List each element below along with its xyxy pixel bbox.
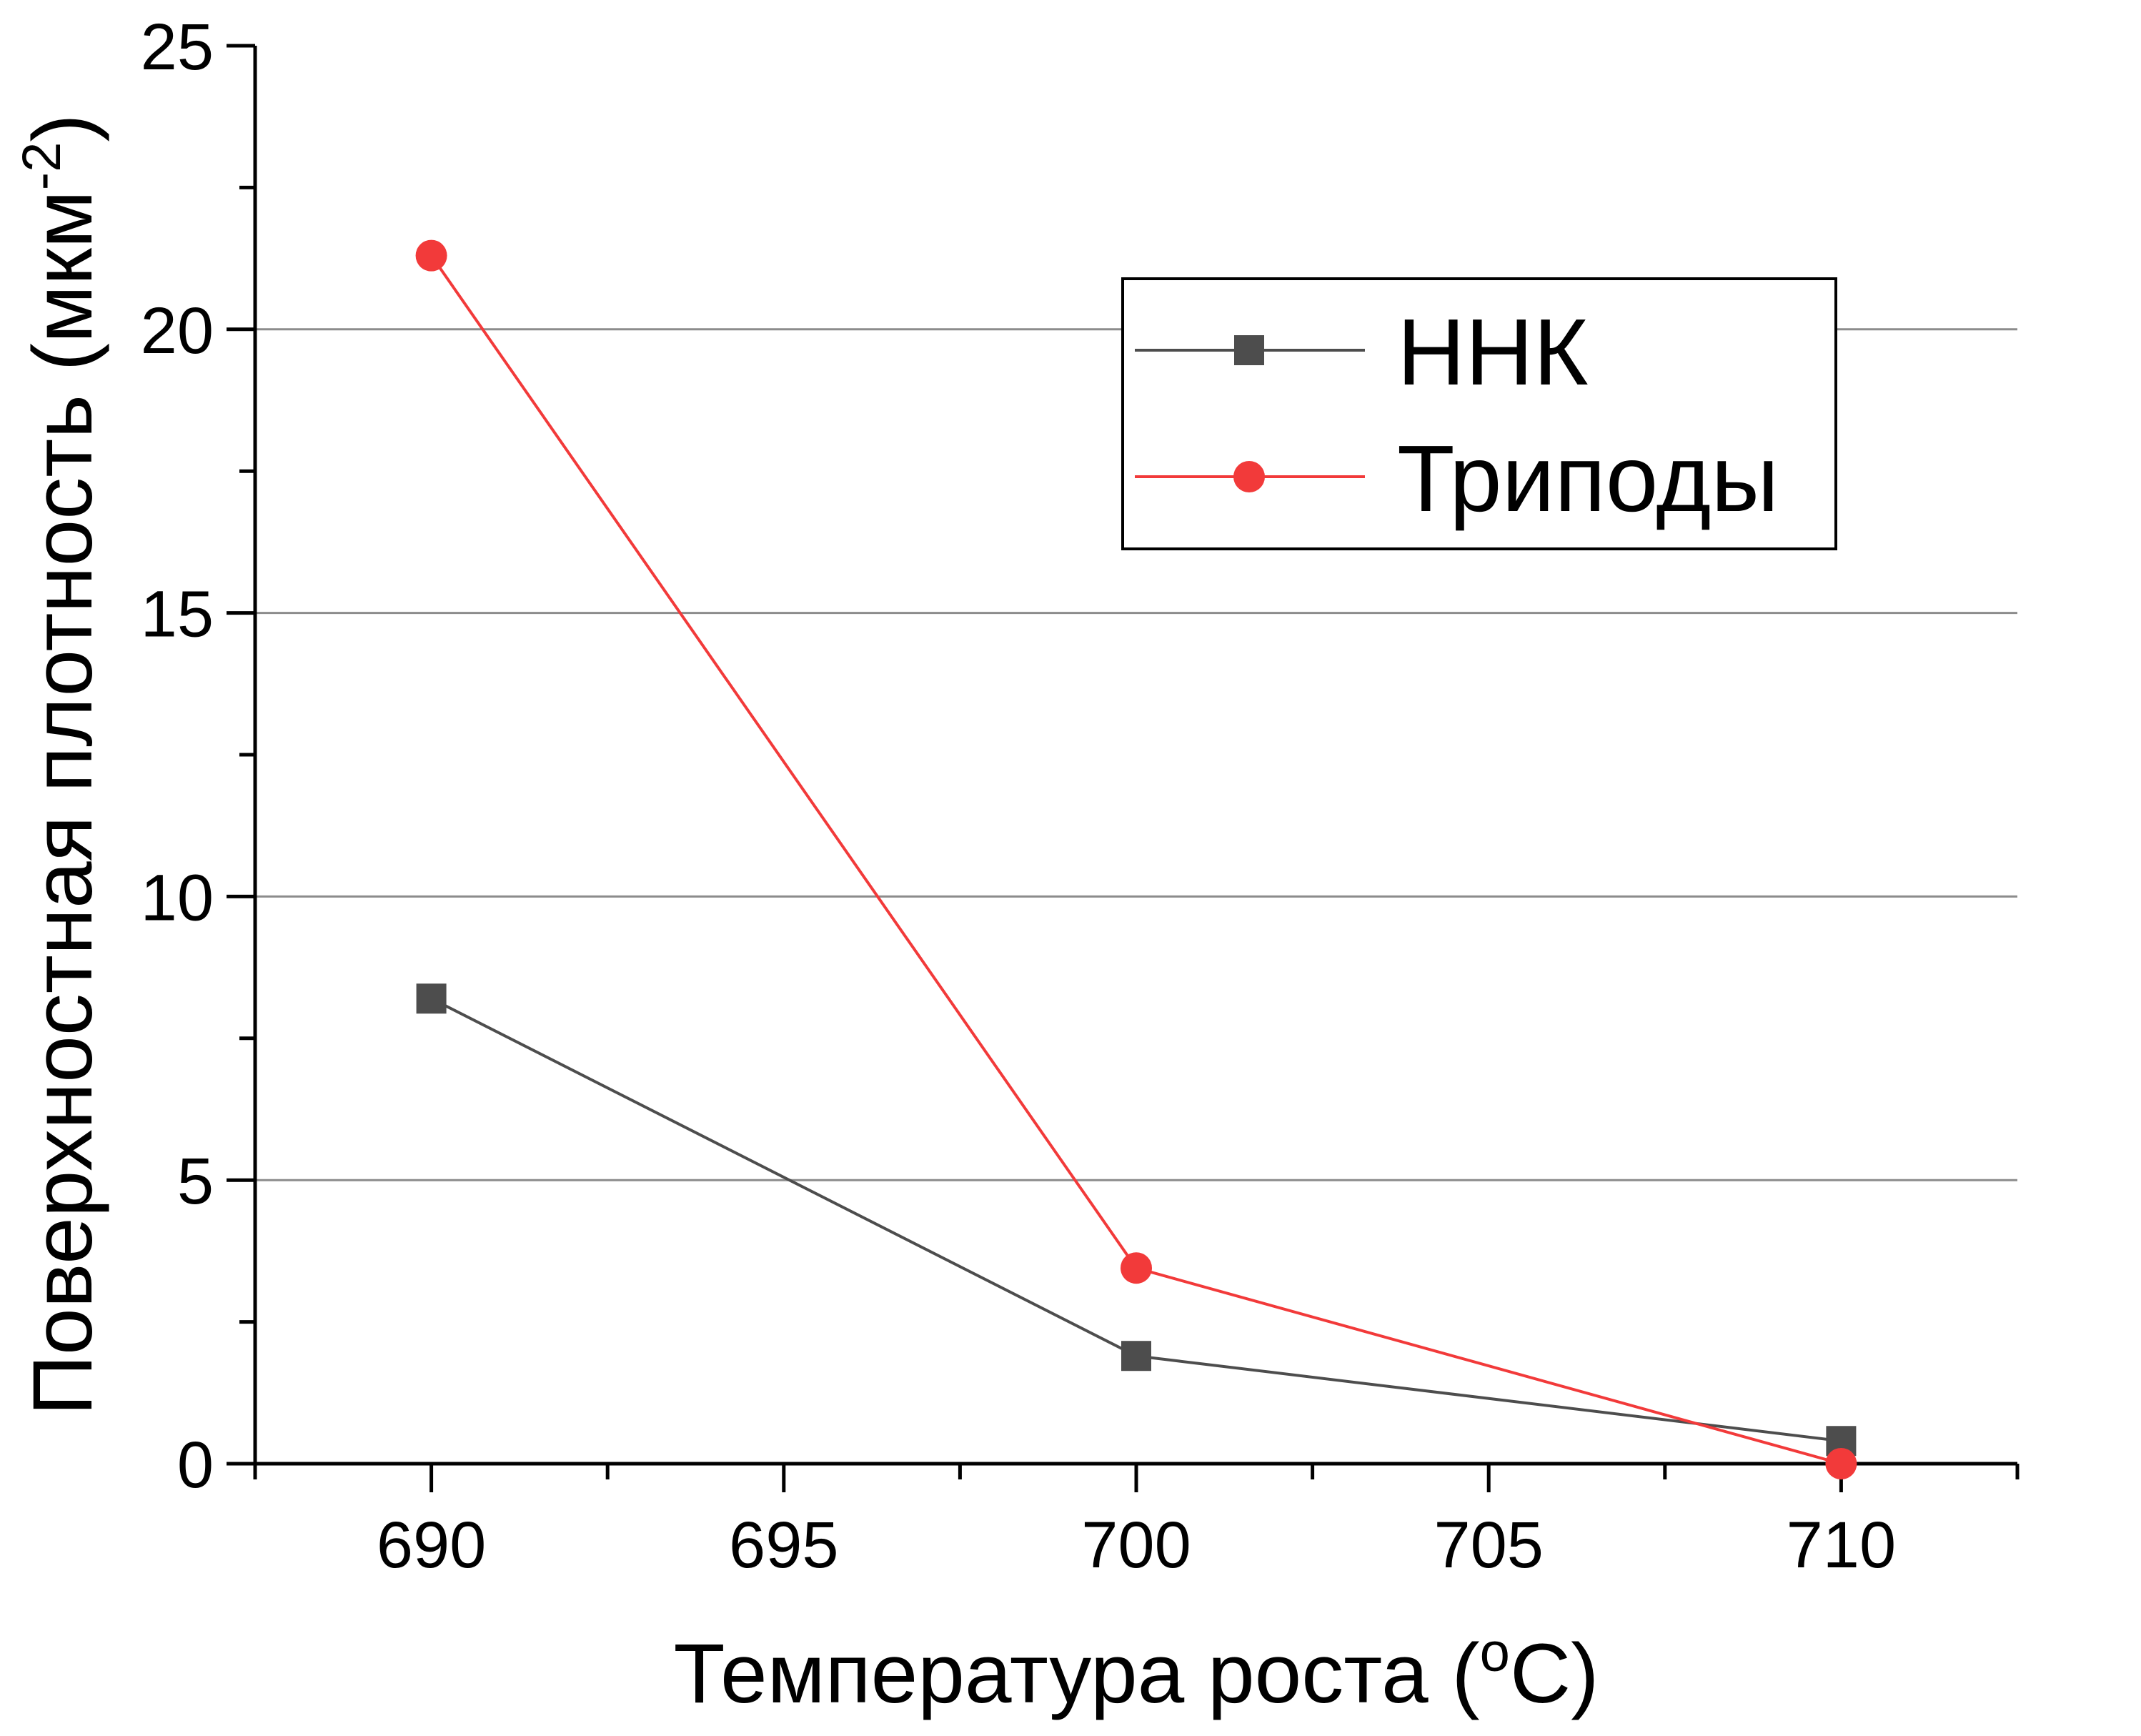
series-line-0 <box>430 997 1842 1443</box>
x-axis-title: Температура роста (oC) <box>674 1622 1599 1721</box>
legend-item-tripods: Триподы <box>1135 426 1779 531</box>
data-point-0-0 <box>416 983 447 1014</box>
y-tick-label-10: 10 <box>141 861 214 934</box>
series-1 <box>415 239 1857 1479</box>
x-tick-label-710: 710 <box>1787 1509 1897 1582</box>
y-tick-label-5: 5 <box>177 1145 214 1218</box>
x-tick-label-705: 705 <box>1434 1509 1544 1582</box>
data-point-1-2 <box>1825 1448 1857 1479</box>
x-tick-label-695: 695 <box>729 1509 839 1582</box>
legend-marker-circle <box>1233 461 1265 492</box>
x-tick-label-690: 690 <box>377 1509 487 1582</box>
series-layer <box>415 239 1857 1479</box>
legend-label-nnk: ННК <box>1397 299 1589 405</box>
legend-item-nnk: ННК <box>1135 299 1589 405</box>
y-tick-label-20: 20 <box>141 294 214 367</box>
tick-labels: 0 5 10 15 20 25 690 695 700 705 710 <box>141 11 1896 1582</box>
series-0 <box>416 983 1857 1457</box>
data-point-1-0 <box>415 239 447 272</box>
y-tick-label-0: 0 <box>177 1429 214 1502</box>
legend-label-tripods: Триподы <box>1397 426 1779 531</box>
legend: ННК Триподы <box>1121 277 1837 550</box>
data-point-0-1 <box>1121 1341 1151 1372</box>
y-tick-label-25: 25 <box>141 11 214 84</box>
y-axis-title: Поверхностная плотность (мкм-2) <box>11 114 110 1415</box>
axes <box>227 44 2020 1492</box>
data-point-1-1 <box>1121 1252 1152 1284</box>
x-tick-label-700: 700 <box>1081 1509 1191 1582</box>
legend-box <box>1121 277 1837 550</box>
legend-marker-square <box>1234 335 1264 365</box>
y-tick-label-15: 15 <box>141 578 214 651</box>
